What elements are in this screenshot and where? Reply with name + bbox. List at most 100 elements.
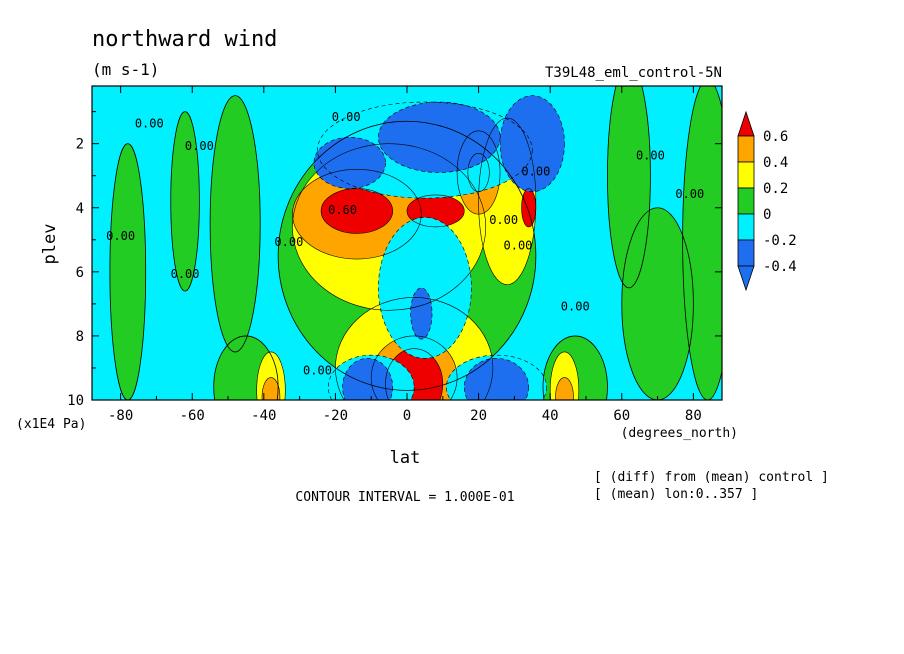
contour-line-11	[549, 351, 580, 400]
y-axis-units: (x1E4 Pa)	[16, 417, 86, 432]
x-tick-label-6: 40	[542, 408, 559, 424]
contour-label-6: 0.00	[332, 110, 361, 124]
y-tick-label-1: 4	[76, 201, 84, 217]
contour-region-0	[109, 143, 146, 400]
colorbar-swatch-0	[737, 135, 755, 163]
contour-line-10	[261, 377, 281, 400]
contour-region-28	[378, 102, 501, 173]
contour-line-26	[327, 354, 415, 400]
y-tick-label-0: 2	[76, 137, 84, 153]
contour-label-layer: 0.00 0.00 0.00 0.00 0.00 0.00 0.00 0.00 0.00 0.00…	[106, 110, 704, 377]
colorbar-label-0: 0.6	[763, 129, 788, 145]
colorbar-arrow-top	[737, 110, 755, 137]
contour-region-6	[607, 86, 651, 288]
chart-units: (m s-1)	[92, 60, 159, 79]
contour-line-12	[555, 377, 574, 400]
contour-region-1	[170, 111, 200, 292]
colorbar-label-3: 0	[763, 207, 771, 223]
contour-region-19	[321, 188, 393, 234]
x-tick-label-1: -60	[180, 408, 205, 424]
contour-label-12: 0.00	[675, 187, 704, 201]
contour-line-7	[682, 86, 722, 400]
x-tick-label-5: 20	[470, 408, 487, 424]
x-axis-units: (degrees_north)	[621, 426, 738, 441]
x-axis-label: lat	[390, 448, 421, 468]
x-tick-label-0: -80	[108, 408, 133, 424]
contour-line-27	[446, 354, 547, 400]
contour-region-10	[262, 377, 280, 400]
contour-line-25	[317, 101, 533, 199]
contour-region-31	[342, 358, 393, 400]
colorbar-swatch-3	[737, 213, 755, 241]
x-tick-label-7: 60	[613, 408, 630, 424]
contour-interval-text: CONTOUR INTERVAL = 1.000E-01	[295, 490, 514, 505]
contour-label-2: 0.00	[106, 229, 135, 243]
note-mean: [ (mean) lon:0..357 ]	[594, 487, 758, 502]
contour-line-32	[463, 358, 529, 400]
contour-label-3: 0.00	[171, 267, 200, 281]
y-tick-label-4: 10	[67, 393, 84, 409]
contour-line-15	[335, 297, 494, 400]
x-tick-label-8: 80	[685, 408, 702, 424]
contour-line-9	[256, 351, 286, 400]
contour-line-23	[521, 188, 537, 228]
contour-label-0: 0.00	[135, 117, 164, 131]
contour-line-2	[209, 95, 261, 353]
contour-line-31	[342, 358, 393, 400]
contour-line-16	[292, 169, 422, 260]
colorbar-label-4: -0.2	[763, 233, 797, 249]
contour-line-33	[410, 287, 433, 340]
contour-label-5: 0.00	[303, 363, 332, 377]
colorbar-label-2: 0.2	[763, 181, 788, 197]
contour-region-23	[521, 188, 536, 227]
x-axis: -80 -60 -40 -20 0 20 40 60 80	[108, 86, 702, 424]
contour-line-21	[385, 348, 444, 400]
contour-line-13	[292, 143, 487, 311]
contour-region-12	[555, 377, 574, 400]
contour-line-4	[542, 335, 608, 400]
colorbar-swatch-4	[737, 239, 755, 267]
run-label: T39L48_eml_control-5N	[545, 65, 722, 81]
chart-title: northward wind	[92, 27, 277, 52]
colorbar-swatch-2	[737, 187, 755, 215]
colorbar-arrow-bottom	[737, 265, 755, 292]
contour-line-14	[478, 117, 537, 285]
contour-line-29	[499, 95, 565, 193]
colorbar: 0.6 0.4 0.2 0 -0.2 -0.4	[737, 110, 797, 292]
contour-label-1: 0.00	[185, 139, 214, 153]
contour-label-8: 0.00	[489, 213, 518, 227]
contour-line-5	[621, 207, 694, 400]
contour-region-30	[313, 137, 386, 189]
contour-label-10: 0.00	[561, 299, 590, 313]
contour-region-29	[500, 95, 565, 192]
contour-label-13: 0.60	[328, 203, 357, 217]
contour-line-30	[313, 136, 386, 189]
contour-line-18	[370, 335, 458, 400]
contour-region-24	[378, 217, 472, 359]
contour-line-1	[170, 111, 200, 292]
contour-label-9: 0.00	[504, 238, 533, 252]
colorbar-label-5: -0.4	[763, 259, 797, 275]
x-tick-label-2: -40	[251, 408, 276, 424]
colorbar-swatch-1	[737, 161, 755, 189]
contour-label-7: 0.00	[521, 165, 550, 179]
contour-line-17	[456, 130, 501, 215]
contour-line-19	[320, 188, 393, 234]
contour-region-2	[210, 95, 261, 352]
contour-line-0	[109, 143, 147, 400]
x-tick-label-3: -20	[323, 408, 348, 424]
y-tick-label-3: 8	[76, 329, 84, 345]
y-tick-label-2: 6	[76, 265, 84, 281]
x-tick-label-4: 0	[403, 408, 411, 424]
contour-region-32	[464, 358, 529, 400]
colorbar-label-1: 0.4	[763, 155, 788, 171]
y-axis: 2 4 6 8 10	[67, 111, 722, 409]
contour-fill-layer	[109, 86, 722, 400]
contour-label-11: 0.00	[636, 149, 665, 163]
contour-line-22	[406, 194, 465, 228]
contour-label-4: 0.00	[274, 235, 303, 249]
contour-line-8	[277, 120, 537, 391]
note-diff: [ (diff) from (mean) control ]	[594, 470, 829, 485]
plot-field: 0.00 0.00 0.00 0.00 0.00 0.00 0.00 0.00 0.00 0.00…	[92, 86, 722, 400]
